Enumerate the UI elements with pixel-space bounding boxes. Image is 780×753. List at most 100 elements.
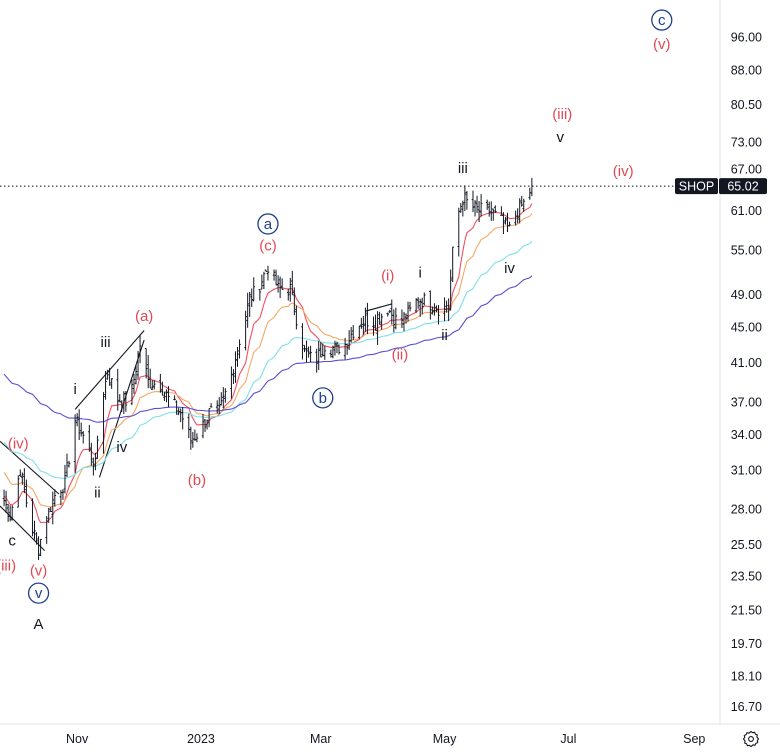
price-bar xyxy=(73,414,77,473)
wave-label: (b) xyxy=(188,472,206,489)
wave-label: v xyxy=(557,129,565,146)
price-bar xyxy=(522,198,526,212)
price-bar xyxy=(315,348,318,373)
price-bar xyxy=(248,291,251,317)
price-bar xyxy=(429,290,432,320)
price-bar xyxy=(402,311,406,332)
price-bar xyxy=(416,297,420,309)
price-tick-label: 19.70 xyxy=(731,637,762,651)
price-bar xyxy=(205,419,209,430)
price-bar xyxy=(449,269,452,311)
price-bar xyxy=(146,355,150,389)
price-tick-label: 16.70 xyxy=(731,700,762,714)
price-bar xyxy=(187,413,191,439)
price-bar xyxy=(508,221,511,227)
price-bar xyxy=(244,310,247,351)
price-bar xyxy=(195,433,199,443)
wave-label: (a) xyxy=(135,308,153,325)
price-bar xyxy=(518,198,521,224)
price-bar xyxy=(234,351,237,383)
price-bar xyxy=(337,344,341,355)
price-bar xyxy=(433,303,436,316)
price-tick-label: 23.50 xyxy=(731,569,762,583)
price-bar xyxy=(209,403,213,408)
price-bar xyxy=(461,200,465,217)
price-bar xyxy=(376,311,379,346)
time-tick-label: Jul xyxy=(560,732,576,746)
price-bar xyxy=(329,349,333,358)
time-axis[interactable]: Nov 2023 Mar May Jul Sep xyxy=(0,723,780,746)
price-bar xyxy=(443,297,446,322)
price-bar xyxy=(309,345,312,363)
price-tick-label: 80.50 xyxy=(731,98,762,112)
price-bar xyxy=(23,468,26,494)
price-bar xyxy=(286,288,290,301)
price-bar xyxy=(165,389,168,403)
price-bar xyxy=(349,326,353,343)
price-bar xyxy=(260,274,264,290)
price-bar xyxy=(246,292,249,328)
price-bar xyxy=(134,364,138,385)
price-bar xyxy=(148,368,152,389)
price-bar xyxy=(394,307,398,330)
price-bar xyxy=(47,507,51,523)
price-tick-label: 73.00 xyxy=(731,135,762,149)
price-tick-label: 49.00 xyxy=(731,288,762,302)
price-bar xyxy=(291,270,294,296)
price-bar xyxy=(31,498,34,537)
price-bar xyxy=(278,276,282,298)
price-bar xyxy=(138,335,142,364)
price-bar xyxy=(159,373,162,393)
price-bar xyxy=(262,271,266,289)
price-bar xyxy=(459,202,463,213)
price-bar xyxy=(504,217,507,225)
wave-circle xyxy=(651,9,673,31)
price-bar xyxy=(6,503,10,522)
price-bar xyxy=(331,345,335,359)
wave-label: (iv) xyxy=(8,435,29,452)
price-bar xyxy=(280,278,284,290)
price-axis[interactable]: 96.00 88.00 80.50 73.00 67.00 61.00 55.00 49.00… xyxy=(719,0,762,724)
price-bar xyxy=(45,516,48,544)
price-bar xyxy=(61,489,65,500)
price-bar xyxy=(502,212,505,234)
price-bar xyxy=(471,190,475,213)
price-bar xyxy=(319,342,323,358)
price-tick-label: 18.10 xyxy=(731,669,762,683)
price-tick-label: 67.00 xyxy=(731,163,762,177)
price-bar xyxy=(301,323,304,360)
price-bar xyxy=(39,538,42,557)
time-tick-label: May xyxy=(433,732,457,746)
wave-label: (iv) xyxy=(613,163,634,180)
price-bar xyxy=(35,532,38,545)
price-bar xyxy=(345,343,349,355)
price-bar xyxy=(2,489,6,507)
trendline xyxy=(0,505,46,552)
price-bar xyxy=(364,307,367,332)
price-bar xyxy=(317,340,321,370)
wave-label: (iii) xyxy=(552,106,572,123)
price-tick-label: 45.00 xyxy=(731,321,762,335)
gear-icon[interactable] xyxy=(742,730,760,748)
price-bar xyxy=(323,345,327,360)
price-bar xyxy=(201,413,205,439)
price-bar xyxy=(88,424,91,452)
price-bar xyxy=(351,325,355,341)
wave-label: iii xyxy=(458,160,468,177)
price-bar xyxy=(104,371,107,400)
price-bar xyxy=(422,292,426,306)
price-tick-label: 96.00 xyxy=(731,30,762,44)
wave-label: ii xyxy=(94,485,101,502)
price-bar xyxy=(420,297,424,315)
price-bar xyxy=(333,340,337,356)
price-bar xyxy=(477,200,481,222)
price-bar xyxy=(366,302,369,335)
price-bar xyxy=(37,536,40,561)
time-tick-label: 2023 xyxy=(187,732,215,746)
price-bar xyxy=(77,409,81,441)
price-bar xyxy=(408,301,412,312)
price-bar xyxy=(16,475,20,508)
trendline xyxy=(365,303,392,312)
price-bar xyxy=(264,269,268,272)
